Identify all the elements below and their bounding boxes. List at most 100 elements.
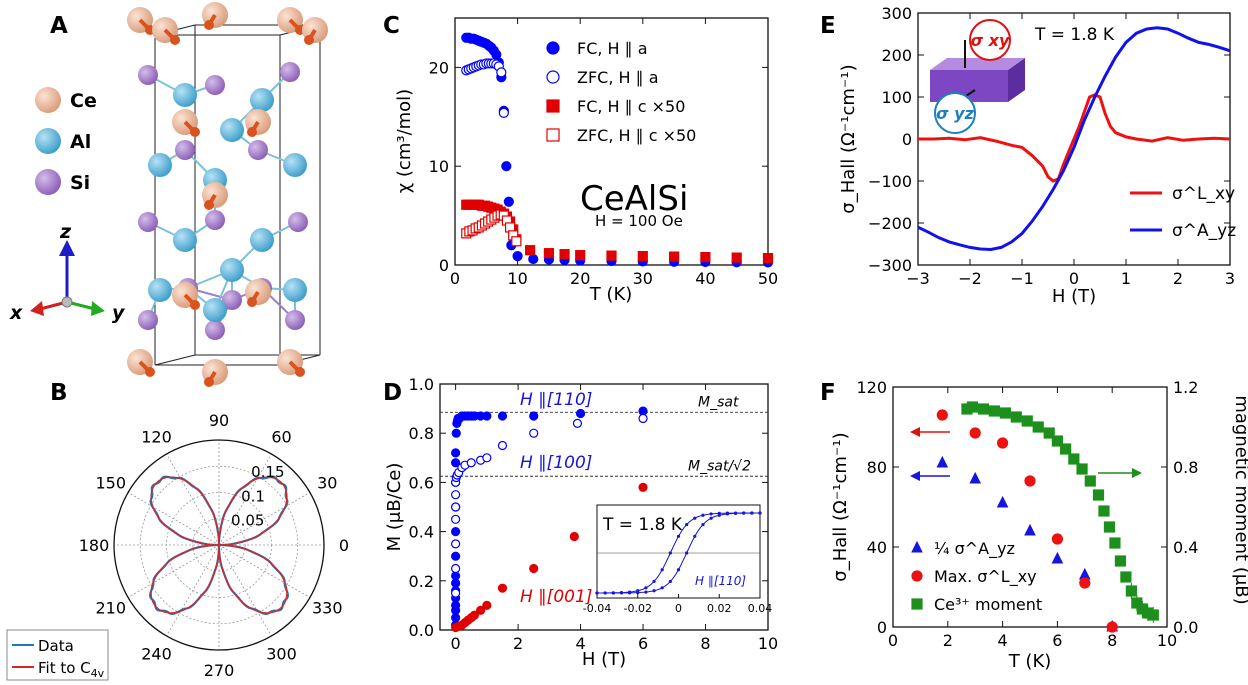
e-sigma-xy-circle [969, 19, 1011, 61]
d-inset-point [644, 590, 648, 594]
d-inset-point [685, 522, 689, 527]
si-atom [248, 140, 268, 160]
e-line-0 [918, 93, 1231, 183]
d-point-s2 [482, 600, 492, 611]
x-tick-label: 0 [450, 269, 460, 288]
y-axis-label: y [112, 302, 126, 324]
legend-atom-si [35, 169, 61, 195]
y-tick-label: 0.0 [409, 621, 434, 640]
c-legend-marker [546, 99, 560, 113]
y-tick-label: 300 [881, 4, 912, 23]
c-point-s2 [668, 251, 680, 262]
f-point-s1 [1079, 577, 1091, 589]
magnetization-chart: 0 2 4 6 8 10 0.0 0.2 0.4 0.6 0.8 1.0 M_sat M_sat/√2 H … [384, 375, 778, 670]
si-atom [175, 140, 195, 160]
y-tick-label: 40 [867, 538, 887, 557]
angle-label-0: 0 [339, 536, 349, 555]
y-tick-label: 200 [881, 46, 912, 65]
e-legend-label: σ^L_xy [1172, 184, 1235, 204]
d-inset-tick-label: 0.04 [748, 602, 773, 615]
f-point-s2 [1010, 411, 1022, 423]
x-tick-label: 20 [570, 269, 590, 288]
x-tick-label: −2 [958, 269, 982, 288]
si-atom [280, 62, 300, 82]
polar-labels: 0 30 60 90 120 150 180 210 240 270 300 330 0.05 0.1 0.… [79, 411, 349, 680]
d-inset-point [660, 568, 664, 572]
d-point-s0 [451, 458, 461, 468]
d-point-s0 [575, 408, 586, 419]
c-legend-label: FC, H ∥ c ×50 [577, 97, 685, 116]
f-legend-label: Ce³⁺ moment [934, 595, 1042, 614]
e-device-top [930, 58, 1025, 70]
f-xlabel: T (K) [1008, 651, 1052, 672]
ce-spin-head [304, 35, 314, 45]
c-annotation-2: H = 100 Oe [595, 212, 683, 230]
c-point-s2 [637, 251, 648, 262]
d-point-s2 [497, 583, 508, 593]
ce-spin-head [204, 20, 214, 30]
x-tick-label: 0 [1069, 269, 1079, 288]
c-point-s2 [606, 250, 617, 261]
x-tick-label: 0 [888, 631, 898, 650]
crystal-structure-panel: Ce Al Si z x y [9, 2, 328, 387]
y-tick-label: 0.2 [409, 572, 434, 591]
e-device-side [1008, 58, 1025, 102]
y2-tick-label: 1.2 [1173, 378, 1198, 397]
polar-curves [149, 475, 289, 616]
x-tick-label: 30 [633, 269, 653, 288]
legend-fit-label: Fit to C4v [38, 659, 105, 680]
d-inset-point [652, 589, 656, 593]
d-point-s1 [451, 563, 461, 574]
legend-label-si: Si [70, 172, 90, 194]
x-tick-label: 10 [758, 634, 778, 653]
d-inset-tick-label: -0.04 [583, 602, 611, 615]
angle-label-60: 60 [271, 428, 291, 447]
si-atom [222, 290, 242, 310]
panel-label-b: B [50, 380, 68, 406]
y-tick-label: 0 [439, 256, 449, 275]
f-point-s0 [1024, 523, 1036, 536]
c-point-s2 [525, 245, 536, 256]
x-tick-label: 6 [1052, 631, 1062, 650]
d-point-s1 [466, 458, 476, 468]
d-inset-point [725, 512, 730, 516]
si-atom [138, 65, 158, 85]
si-atom [138, 310, 158, 330]
radial-tick-label: 0.1 [241, 487, 265, 505]
c-point-s2 [700, 251, 711, 263]
d-point-s2 [529, 563, 539, 574]
si-atom [205, 210, 225, 230]
d-point-s0 [482, 411, 492, 421]
y-tick-label: 100 [881, 88, 912, 107]
d-inset-point [701, 513, 705, 517]
unit-cell [127, 2, 328, 387]
d-inset-point [693, 516, 697, 520]
y-tick-label: 0.6 [409, 473, 434, 492]
y2-tick-label: 0.0 [1173, 618, 1198, 637]
legend-atom-al [35, 128, 61, 154]
fit-curve [150, 476, 288, 614]
f-arrowhead-red [910, 427, 920, 437]
d-inset-point [676, 534, 681, 538]
d-inset-point [709, 512, 713, 516]
y-tick-label: 0 [877, 618, 887, 637]
d-inset-point [758, 511, 762, 515]
d-inset-point [676, 568, 681, 572]
d-inset-point [668, 579, 672, 584]
f-point-s1 [996, 437, 1009, 449]
ce-spin-head [170, 35, 180, 45]
al-atom [250, 88, 274, 112]
polar-plot-panel: 0 30 60 90 120 150 180 210 240 270 300 330 0.05 0.1 0.… [6, 411, 349, 681]
f-legend-marker [911, 598, 923, 610]
c-annotation: CeAlSi [580, 179, 688, 219]
d-msat-label: M_sat [698, 394, 739, 410]
d-point-s2 [638, 482, 648, 492]
d-point-s0 [451, 526, 461, 537]
e-annotation: T = 1.8 K [1034, 25, 1115, 45]
d-point-s0 [497, 411, 508, 421]
al-atom [148, 153, 172, 177]
d-inset-point [750, 511, 754, 515]
d-point-s1 [451, 514, 461, 524]
